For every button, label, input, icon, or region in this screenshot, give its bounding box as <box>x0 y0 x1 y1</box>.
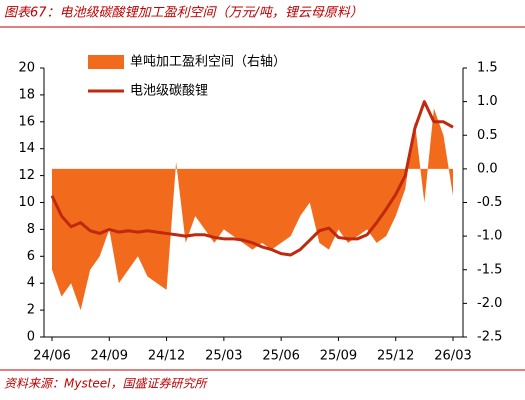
y-tick-label: 18 <box>18 87 35 102</box>
y2-tick-label: -1.0 <box>477 229 502 244</box>
y-tick-label: 20 <box>18 61 35 76</box>
y2-tick-label: -2.5 <box>477 330 502 345</box>
x-tick-label: 25/06 <box>262 349 299 364</box>
y2-tick-label: -2.0 <box>477 296 502 311</box>
y2-tick-label: -0.5 <box>477 195 502 210</box>
profit-area <box>52 108 453 311</box>
y-tick-label: 16 <box>18 114 35 129</box>
x-tick-label: 25/09 <box>320 349 357 364</box>
y-tick-label: 12 <box>18 168 35 183</box>
x-tick-label: 26/03 <box>434 349 471 364</box>
y2-tick-label: 1.0 <box>477 94 498 109</box>
source: 资料来源：Mysteel，国盛证券研究所 <box>4 377 209 391</box>
y-tick-label: 0 <box>27 330 35 345</box>
x-tick-label: 24/12 <box>148 349 185 364</box>
y2-tick-label: 1.5 <box>477 61 498 76</box>
y-tick-label: 4 <box>27 276 35 291</box>
y-tick-label: 8 <box>27 222 35 237</box>
legend-label: 电池级碳酸锂 <box>130 84 208 99</box>
legend-label: 单吨加工盈利空间（右轴） <box>130 55 286 70</box>
legend-swatch <box>88 55 124 69</box>
chart-title: 图表67：电池级碳酸锂加工盈利空间（万元/吨，锂云母原料） <box>4 5 363 21</box>
y-tick-label: 14 <box>18 141 35 156</box>
x-tick-label: 25/12 <box>377 349 414 364</box>
y2-tick-label: 0.5 <box>477 128 498 143</box>
x-tick-label: 24/06 <box>33 349 70 364</box>
x-tick-label: 24/09 <box>91 349 128 364</box>
y-tick-label: 10 <box>18 195 35 210</box>
price-line <box>50 100 454 257</box>
y2-tick-label: -1.5 <box>477 262 502 277</box>
y-tick-label: 2 <box>27 303 35 318</box>
x-tick-label: 25/03 <box>205 349 242 364</box>
y-tick-label: 6 <box>27 249 35 264</box>
y2-tick-label: 0.0 <box>477 161 498 176</box>
